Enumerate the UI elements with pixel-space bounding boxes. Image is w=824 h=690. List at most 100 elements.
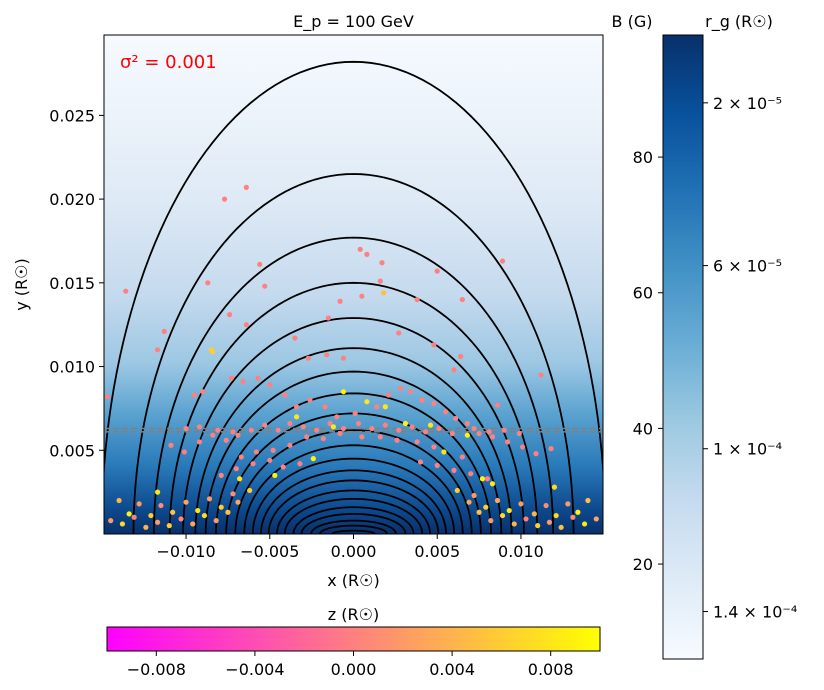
particle-point: [454, 487, 460, 494]
field-line: [260, 469, 447, 534]
particle-point: [504, 439, 511, 445]
field-line: [243, 444, 464, 534]
particle-point: [304, 434, 310, 440]
y-tick-label: 0.020: [49, 190, 95, 209]
particle-point: [314, 427, 320, 433]
particle-point: [210, 432, 216, 438]
particle-point: [280, 464, 286, 470]
rg-colorbar-label: r_g (R☉): [705, 12, 773, 32]
field-line: [132, 173, 575, 534]
particle-point: [458, 353, 464, 360]
particle-point: [431, 342, 437, 348]
particle-point: [325, 315, 331, 321]
particle-point: [427, 422, 434, 428]
particle-point: [377, 278, 383, 284]
particle-point: [381, 290, 387, 296]
particle-point: [382, 404, 388, 410]
particle-point: [337, 430, 343, 437]
particle-point: [575, 509, 581, 515]
particle-point: [293, 404, 300, 410]
b-colorbar-left-ticks: 20 40 60 80: [633, 148, 663, 574]
particle-point: [543, 502, 549, 509]
particle-point: [228, 375, 234, 381]
y-axis-ticks: 0.005 0.010 0.015 0.020 0.025: [49, 106, 104, 460]
particle-point: [479, 476, 486, 482]
particle-point: [225, 509, 231, 515]
particle-point: [419, 397, 425, 403]
particle-point: [320, 435, 326, 442]
particle-point: [230, 491, 236, 497]
rg-tick-label: 2 × 10⁻⁵: [713, 94, 782, 113]
particle-point: [409, 424, 415, 430]
rg-tick-label: 1 × 10⁻⁴: [713, 440, 782, 459]
particle-point: [417, 459, 424, 465]
particle-point: [337, 298, 343, 304]
particle-point: [340, 389, 347, 395]
particle-point: [287, 442, 293, 448]
particle-point: [377, 434, 383, 440]
particle-point: [402, 420, 409, 427]
b-colorbar-label: B (G): [612, 12, 653, 31]
field-line: [204, 370, 503, 534]
particle-point: [386, 392, 392, 398]
particle-point: [131, 514, 137, 520]
particle-point: [453, 415, 459, 422]
particle-point: [434, 268, 440, 274]
particle-point: [257, 261, 263, 268]
particle-point: [161, 328, 167, 334]
field-line: [276, 489, 431, 534]
particle-point: [520, 444, 526, 450]
particle-point: [551, 484, 558, 490]
particle-point: [484, 476, 491, 482]
particle-point: [196, 439, 203, 445]
particle-point: [340, 425, 347, 432]
field-line: [292, 506, 415, 534]
particle-point: [464, 420, 470, 427]
particle-point: [123, 288, 129, 294]
particle-point: [221, 196, 228, 202]
y-tick-label: 0.005: [49, 441, 95, 460]
particle-point: [119, 521, 126, 527]
particle-point: [136, 501, 142, 507]
particle-point: [357, 246, 363, 252]
particle-point: [168, 442, 174, 448]
particle-point: [235, 432, 241, 438]
field-line: [215, 392, 492, 534]
particle-point: [223, 437, 229, 443]
y-tick-label: 0.010: [49, 358, 95, 377]
particle-point: [218, 504, 224, 510]
field-line: [331, 529, 376, 534]
particle-point: [215, 427, 221, 433]
field-line: [310, 519, 397, 534]
particle-point: [466, 499, 472, 505]
particle-point: [305, 355, 311, 361]
z-tick-label: 0.000: [331, 660, 377, 679]
particle-point: [476, 430, 482, 437]
x-tick-label: 0.000: [331, 542, 377, 561]
particle-point: [407, 389, 414, 395]
particle-point: [414, 439, 420, 445]
y-tick-label: 0.025: [49, 106, 95, 125]
field-line: [152, 236, 555, 534]
particle-point: [352, 410, 358, 417]
particle-point: [275, 427, 281, 433]
z-tick-label: −0.004: [225, 660, 284, 679]
field-line: [283, 497, 424, 534]
sigma-annotation: σ² = 0.001: [120, 52, 217, 73]
field-line: [194, 347, 513, 534]
particle-point: [143, 524, 149, 530]
particle-point: [506, 507, 512, 514]
particle-point: [166, 523, 172, 529]
particle-point: [243, 184, 249, 190]
particle-point: [570, 514, 576, 520]
x-axis-ticks: −0.010 −0.005 0.000 0.005 0.010: [156, 534, 544, 561]
field-line: [267, 479, 440, 534]
particle-point: [267, 457, 273, 463]
z-tick-label: −0.008: [127, 660, 186, 679]
particle-point: [108, 518, 114, 524]
z-colorbar: z (R☉) −0.008 −0.004 0.000 0.004 0.008: [106, 605, 601, 679]
b-tick-label: 40: [633, 419, 653, 438]
particle-point: [459, 296, 465, 303]
b-tick-label: 80: [633, 148, 653, 167]
particle-point: [434, 462, 440, 468]
